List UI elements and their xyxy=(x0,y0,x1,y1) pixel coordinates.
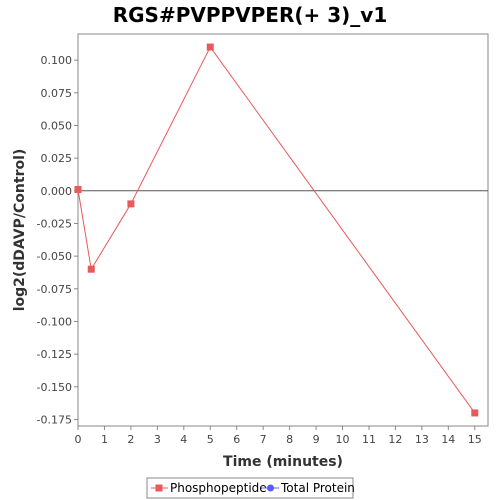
x-tick-label: 5 xyxy=(207,433,214,446)
data-point-phosphopeptide xyxy=(87,265,95,273)
y-tick-label: 0.050 xyxy=(41,119,73,132)
x-tick-label: 8 xyxy=(286,433,293,446)
x-tick-label: 3 xyxy=(154,433,161,446)
data-point-phosphopeptide xyxy=(206,43,214,51)
y-tick-label: -0.075 xyxy=(37,283,72,296)
data-point-phosphopeptide xyxy=(127,200,135,208)
x-tick-label: 9 xyxy=(313,433,320,446)
x-tick-label: 4 xyxy=(180,433,187,446)
x-tick-label: 1 xyxy=(101,433,108,446)
x-axis: 0 1 2 3 4 5 6 7 8 9 10 11 12 13 14 15 xyxy=(75,426,482,446)
y-tick-label: 0.000 xyxy=(41,185,73,198)
y-tick-label: -0.125 xyxy=(37,348,72,361)
data-point-phosphopeptide xyxy=(74,185,82,193)
y-tick-label: -0.150 xyxy=(37,381,72,394)
legend-total-protein-marker xyxy=(267,484,274,492)
chart-title: RGS#PVPPVPER(+ 3)_v1 xyxy=(113,3,388,27)
y-tick-label: 0.075 xyxy=(41,87,73,100)
legend: Phosphopeptide Total Protein xyxy=(146,477,355,499)
legend-phosphopeptide-marker xyxy=(155,484,163,492)
data-point-phosphopeptide xyxy=(471,409,479,417)
legend-box xyxy=(146,477,354,499)
x-tick-label: 2 xyxy=(127,433,134,446)
y-tick-label: 0.025 xyxy=(41,152,73,165)
y-tick-label: 0.100 xyxy=(41,54,73,67)
y-tick-label: -0.100 xyxy=(37,315,72,328)
x-tick-label: 0 xyxy=(75,433,82,446)
series-layer xyxy=(74,43,479,417)
y-axis: 0.100 0.075 0.050 0.025 0.000 -0.025 -0.050 -0.… xyxy=(37,54,78,426)
x-axis-label: Time (minutes) xyxy=(223,454,343,470)
y-tick-label: -0.175 xyxy=(37,413,72,426)
x-tick-label: 10 xyxy=(336,433,350,446)
x-tick-label: 11 xyxy=(362,433,376,446)
y-tick-label: -0.025 xyxy=(37,217,72,230)
legend-total-protein-label: Total Protein xyxy=(280,481,355,495)
x-tick-label: 7 xyxy=(260,433,267,446)
legend-phosphopeptide-label: Phosphopeptide xyxy=(170,481,267,495)
x-tick-label: 15 xyxy=(468,433,482,446)
x-tick-label: 14 xyxy=(441,433,455,446)
y-tick-label: -0.050 xyxy=(37,250,72,263)
x-tick-label: 13 xyxy=(415,433,429,446)
x-tick-label: 6 xyxy=(233,433,240,446)
plot-area xyxy=(77,33,489,427)
x-tick-label: 12 xyxy=(388,433,402,446)
y-axis-label: log2(dDAVP/Control) xyxy=(12,149,28,312)
